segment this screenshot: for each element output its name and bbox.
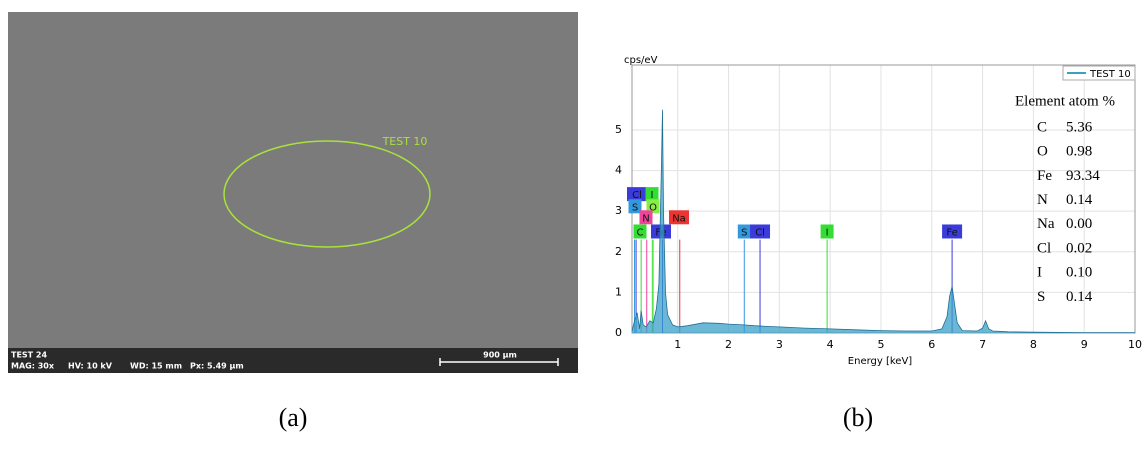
table-value: 93.34 (1066, 168, 1100, 184)
marker-label: Cl (755, 227, 765, 238)
legend-label: TEST 10 (1089, 69, 1131, 80)
table-header: Element atom % (1015, 93, 1115, 109)
marker-label: I (826, 227, 829, 238)
x-tick-label: 2 (725, 338, 732, 351)
marker-label: N (642, 213, 649, 224)
table-element: I (1037, 265, 1042, 281)
wd: WD: 15 mm (130, 362, 182, 371)
caption-a: (a) (279, 403, 308, 432)
figure: TEST 10 TEST 24 MAG: 30x HV: 10 kV WD: 1… (0, 0, 1144, 445)
table-element: S (1037, 289, 1045, 305)
x-axis-label: Energy [keV] (848, 356, 913, 367)
table-element: Fe (1037, 168, 1052, 184)
sample-name: TEST 24 (11, 351, 47, 360)
page: { "panel_a": { "region_label": "TEST 10"… (0, 0, 1144, 445)
table-value: 0.14 (1066, 192, 1093, 208)
table-element: O (1037, 144, 1048, 160)
table-element: Cl (1037, 240, 1051, 256)
hv: HV: 10 kV (68, 362, 113, 371)
table-value: 0.10 (1066, 265, 1092, 281)
table-element: Na (1037, 216, 1055, 232)
table-value: 5.36 (1066, 119, 1093, 135)
x-tick-label: 4 (827, 338, 834, 351)
table-value: 0.14 (1066, 289, 1093, 305)
spectrum-line (632, 110, 1135, 333)
marker-label: Na (672, 213, 686, 224)
table-value: 0.02 (1066, 240, 1092, 256)
sem-image (8, 12, 578, 348)
table-value: 0.00 (1066, 216, 1092, 232)
x-tick-label: 3 (776, 338, 783, 351)
y-tick-label: 0 (615, 326, 622, 339)
y-tick-label: 4 (615, 164, 622, 177)
x-tick-label: 6 (928, 338, 935, 351)
y-tick-label: 2 (615, 245, 622, 258)
y-tick-label: 3 (615, 204, 622, 217)
marker-label: C (637, 227, 644, 238)
x-tick-label: 8 (1030, 338, 1037, 351)
marker-label: Fe (946, 227, 957, 238)
x-tick-label: 1 (674, 338, 681, 351)
y-tick-label: 5 (615, 123, 622, 136)
mag: MAG: 30x (11, 362, 55, 371)
table-element: N (1037, 192, 1048, 208)
y-axis-label: cps/eV (624, 55, 658, 66)
scale-label: 900 µm (483, 351, 517, 360)
table-value: 0.98 (1066, 144, 1092, 160)
x-tick-label: 7 (979, 338, 986, 351)
table-element: C (1037, 119, 1047, 135)
spectrum-area (632, 110, 1135, 333)
caption-b: (b) (843, 403, 873, 432)
marker-label: S (632, 202, 638, 213)
x-tick-label: 10 (1128, 338, 1142, 351)
marker-label: S (741, 227, 747, 238)
y-tick-label: 1 (615, 285, 622, 298)
x-tick-label: 9 (1081, 338, 1088, 351)
px: Px: 5.49 µm (190, 362, 244, 371)
region-label: TEST 10 (382, 135, 428, 148)
x-tick-label: 5 (877, 338, 884, 351)
